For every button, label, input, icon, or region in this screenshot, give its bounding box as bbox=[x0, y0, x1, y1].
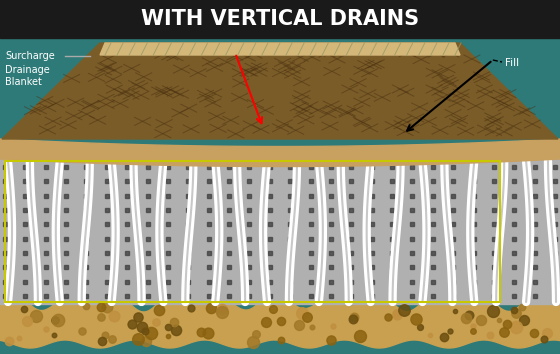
Text: Surcharge: Surcharge bbox=[5, 51, 55, 61]
Text: Fill: Fill bbox=[505, 58, 519, 68]
Bar bbox=[0, 0, 560, 38]
Text: WITH VERTICAL DRAINS: WITH VERTICAL DRAINS bbox=[141, 9, 419, 29]
Polygon shape bbox=[2, 43, 558, 139]
Polygon shape bbox=[100, 43, 460, 55]
Text: Drainage
Blanket: Drainage Blanket bbox=[5, 65, 50, 87]
Bar bbox=[0, 159, 560, 304]
Bar bbox=[5, 161, 500, 302]
